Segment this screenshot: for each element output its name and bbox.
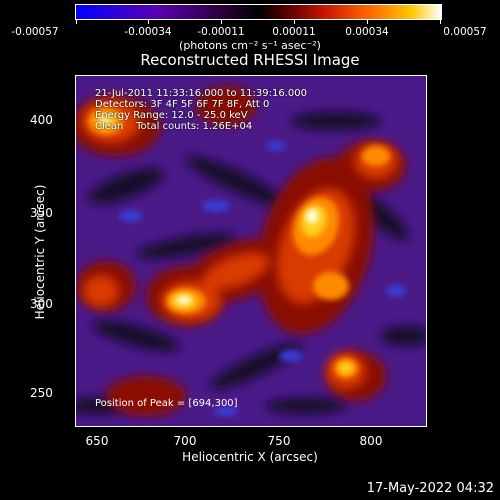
colorbar-tick <box>367 20 368 24</box>
colorbar-tick-label: 0.00011 <box>272 26 316 38</box>
x-axis-label: Heliocentric X (arcsec) <box>182 450 318 464</box>
x-tick-label: 650 <box>85 434 109 448</box>
image-title: Reconstructed RHESSI Image <box>140 51 360 69</box>
x-tick-label: 700 <box>173 434 197 448</box>
x-tick-label: 750 <box>267 434 291 448</box>
y-tick-label: 250 <box>30 386 53 400</box>
colorbar-tick-label: 0.00034 <box>345 26 389 38</box>
y-tick-label: 350 <box>30 206 53 220</box>
info-detectors: Detectors: 3F 4F 5F 6F 7F 8F, Att 0 <box>95 99 270 110</box>
colorbar <box>75 4 442 20</box>
colorbar-tick-label: -0.00034 <box>124 26 172 38</box>
info-energy-range: Energy Range: 12.0 - 25.0 keV <box>95 110 248 121</box>
colorbar-tick <box>294 20 295 24</box>
colorbar-tick-label: -0.00057 <box>11 26 59 38</box>
colorbar-tick-label: -0.00011 <box>197 26 245 38</box>
colorbar-tick <box>148 20 149 24</box>
info-time-range: 21-Jul-2011 11:33:16.000 to 11:39:16.000 <box>95 88 307 99</box>
rhessi-image <box>76 76 426 426</box>
y-axis-label: Heliocentric Y (arcsec) <box>33 184 47 320</box>
y-tick-label: 400 <box>30 113 53 127</box>
info-clean-counts: Clean Total counts: 1.26E+04 <box>95 121 253 132</box>
y-tick-label: 300 <box>30 297 53 311</box>
colorbar-tick <box>76 20 77 24</box>
colorbar-tick-label: 0.00057 <box>443 26 487 38</box>
colorbar-units: (photons cm⁻² s⁻¹ asec⁻²) <box>179 39 321 52</box>
colorbar-tick <box>221 20 222 24</box>
peak-position: Position of Peak = [694,300] <box>95 398 238 409</box>
rhessi-image-plot <box>75 75 427 427</box>
x-tick-label: 800 <box>359 434 383 448</box>
datestamp: 17-May-2022 04:32 <box>366 481 494 496</box>
colorbar-tick <box>440 20 441 24</box>
